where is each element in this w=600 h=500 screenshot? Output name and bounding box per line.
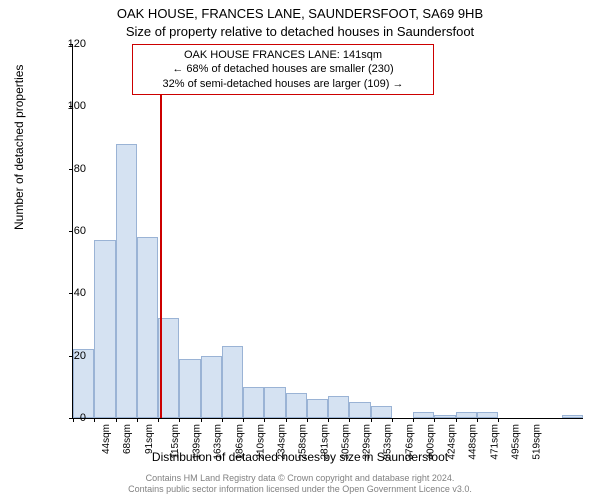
xtick-mark: [456, 418, 457, 422]
xtick-mark: [158, 418, 159, 422]
ytick-label: 60: [56, 225, 86, 237]
histogram-bar: [201, 356, 222, 418]
ytick-label: 80: [56, 163, 86, 175]
histogram-bar: [307, 399, 328, 418]
ytick-label: 100: [56, 100, 86, 112]
histogram-bar: [371, 406, 392, 418]
xtick-mark: [434, 418, 435, 422]
xtick-mark: [179, 418, 180, 422]
histogram-bar: [434, 415, 455, 418]
footer-credits: Contains HM Land Registry data © Crown c…: [0, 473, 600, 496]
xtick-mark: [222, 418, 223, 422]
x-axis-title: Distribution of detached houses by size …: [0, 450, 600, 464]
histogram-bar: [286, 393, 307, 418]
xtick-mark: [371, 418, 372, 422]
histogram-bar: [116, 144, 137, 418]
histogram-bar: [179, 359, 200, 418]
histogram-bar: [456, 412, 477, 418]
xtick-mark: [116, 418, 117, 422]
xtick-mark: [392, 418, 393, 422]
ytick-label: 0: [56, 412, 86, 424]
histogram-bar: [562, 415, 583, 418]
info-line-1: OAK HOUSE FRANCES LANE: 141sqm: [139, 48, 427, 62]
reference-line: [160, 44, 162, 418]
histogram-bar: [137, 237, 158, 418]
plot-frame: 44sqm68sqm91sqm115sqm139sqm163sqm186sqm2…: [72, 44, 583, 419]
histogram-bar: [94, 240, 115, 418]
xtick-mark: [264, 418, 265, 422]
chart-title-2: Size of property relative to detached ho…: [0, 24, 600, 39]
xtick-mark: [286, 418, 287, 422]
footer-line-2: Contains public sector information licen…: [0, 484, 600, 496]
histogram-bar: [477, 412, 498, 418]
histogram-bar: [243, 387, 264, 418]
ytick-label: 40: [56, 287, 86, 299]
xtick-mark: [201, 418, 202, 422]
xtick-mark: [94, 418, 95, 422]
info-line-3: 32% of semi-detached houses are larger (…: [139, 77, 427, 91]
xtick-mark: [137, 418, 138, 422]
xtick-mark: [349, 418, 350, 422]
y-axis-label: Number of detached properties: [12, 65, 26, 230]
histogram-bar: [328, 396, 349, 418]
info-line-2: ← 68% of detached houses are smaller (23…: [139, 62, 427, 76]
histogram-bar: [264, 387, 285, 418]
xtick-mark: [328, 418, 329, 422]
xtick-mark: [243, 418, 244, 422]
histogram-bar: [349, 402, 370, 418]
histogram-bar: [222, 346, 243, 418]
xtick-mark: [307, 418, 308, 422]
footer-line-1: Contains HM Land Registry data © Crown c…: [0, 473, 600, 485]
info-box: OAK HOUSE FRANCES LANE: 141sqm ← 68% of …: [132, 44, 434, 95]
xtick-mark: [477, 418, 478, 422]
ytick-label: 120: [56, 38, 86, 50]
xtick-mark: [498, 418, 499, 422]
ytick-label: 20: [56, 350, 86, 362]
xtick-mark: [413, 418, 414, 422]
plot-area: 44sqm68sqm91sqm115sqm139sqm163sqm186sqm2…: [72, 44, 582, 418]
histogram-bar: [413, 412, 434, 418]
chart-title-1: OAK HOUSE, FRANCES LANE, SAUNDERSFOOT, S…: [0, 6, 600, 21]
